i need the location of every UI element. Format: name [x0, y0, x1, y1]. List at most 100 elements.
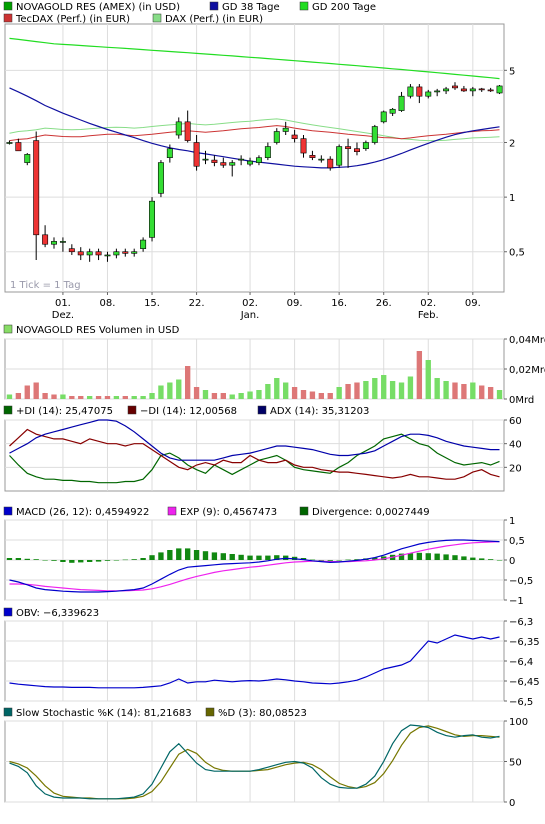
volume-bar-0 [6, 394, 13, 399]
candle-body-26 [238, 158, 245, 161]
legend-obv-0: OBV: −6,339623 [3, 607, 99, 619]
volume-bar-20 [184, 366, 191, 399]
divergence-bar-9 [86, 560, 93, 562]
legend-macd-2: Divergence: 0,0027449 [299, 506, 430, 518]
legend-dax-label: DAX (Perf.) (in EUR) [165, 14, 263, 25]
stoch-ytick-label-1: 50 [509, 758, 522, 769]
volume-bar-38 [345, 384, 351, 399]
volume-bar-10 [95, 396, 102, 399]
candle-body-29 [264, 146, 271, 158]
divergence-bar-11 [104, 560, 111, 561]
legend-tecdax-label: TecDAX (Perf.) (in EUR) [15, 14, 130, 25]
divergence-bar-2 [24, 558, 30, 560]
candle-body-25 [229, 162, 236, 166]
divergence-bar-13 [122, 559, 128, 561]
legend-stoch-0-swatch [3, 707, 13, 717]
volume-bar-51 [461, 384, 467, 399]
volume-bar-31 [283, 382, 289, 399]
divergence-bar-55 [496, 560, 503, 561]
divergence-bar-1 [15, 558, 22, 560]
stoch-k-line [9, 724, 500, 800]
xtick-label-8: 02. [420, 298, 436, 309]
divergence-bar-41 [372, 557, 378, 560]
candle-body-17 [157, 162, 164, 194]
legend-dmi-1-label: −DI (14): 12,00568 [140, 406, 237, 417]
volume-bar-49 [443, 381, 449, 399]
divergence-bar-50 [452, 555, 458, 560]
divergence-bar-34 [309, 559, 316, 561]
obv-ytick-label-1: −6,45 [509, 677, 540, 688]
legend-dmi-2-swatch [257, 405, 267, 415]
volume-bar-13 [122, 396, 128, 399]
volume-bar-18 [167, 382, 173, 399]
volume-bar-30 [274, 378, 280, 399]
tecdax-line [9, 125, 500, 142]
legend-stoch-0: Slow Stochastic %K (14): 81,21683 [3, 707, 192, 719]
gd200-line [9, 37, 500, 80]
candle-body-15 [140, 239, 147, 249]
candle-body-5 [51, 241, 57, 245]
volume-bar-23 [211, 393, 218, 399]
volume-bar-21 [193, 387, 200, 399]
divergence-bar-45 [407, 553, 414, 560]
macd-ytick-label-4: 1 [509, 516, 515, 527]
divergence-bar-30 [274, 555, 280, 560]
volume-bar-29 [265, 384, 271, 399]
legend-stoch-1: %D (3): 80,08523 [205, 707, 307, 719]
legend-dmi-1-swatch [127, 405, 137, 415]
candle-body-39 [353, 148, 360, 152]
legend-gd200: GD 200 Tage [299, 1, 376, 13]
candle-body-55 [496, 85, 503, 94]
divergence-bar-44 [398, 553, 405, 560]
stoch-ytick-label-2: 100 [509, 717, 528, 728]
volume-ytick-label-0: 0Mrd [509, 395, 534, 406]
price-ytick-label-3: 5 [509, 66, 515, 77]
candle-body-18 [166, 148, 173, 158]
volume-bar-1 [15, 393, 22, 399]
volume-bar-3 [33, 382, 39, 399]
candle-body-0 [6, 142, 13, 144]
volume-bar-28 [256, 390, 262, 399]
xtick-label-0: 01. [55, 298, 71, 309]
volume-bar-24 [220, 393, 226, 399]
volume-bar-32 [291, 387, 298, 399]
xtick-label-2: 15. [144, 298, 160, 309]
candle-body-46 [416, 86, 423, 97]
legend-macd-0: MACD (26, 12): 0,4594922 [3, 506, 149, 518]
divergence-bar-6 [60, 560, 66, 562]
xtick-label-7: 26. [376, 298, 392, 309]
divergence-bar-20 [184, 548, 191, 560]
volume-bar-54 [487, 387, 494, 399]
volume-bar-8 [78, 396, 84, 399]
adx-line [9, 419, 500, 461]
divergence-bar-37 [336, 560, 342, 561]
obv-ytick-label-4: −6,3 [509, 617, 533, 628]
candle-body-22 [202, 158, 209, 161]
volume-bar-55 [496, 390, 503, 399]
divergence-bar-35 [318, 560, 325, 561]
price-ytick-label-1: 1 [509, 193, 515, 204]
legend-stoch-1-label: %D (3): 80,08523 [218, 708, 307, 719]
volume-bar-52 [470, 382, 476, 399]
divergence-bar-49 [443, 554, 449, 560]
dmi-ytick-label-2: 60 [509, 416, 522, 427]
candle-body-32 [291, 134, 298, 139]
candle-body-8 [77, 251, 84, 256]
candle-body-24 [220, 162, 227, 166]
candle-body-41 [371, 126, 378, 143]
volume-bar-5 [51, 394, 57, 399]
candle-body-43 [389, 108, 396, 114]
legend-dmi-0-swatch [3, 405, 13, 415]
dmi-frame [4, 419, 505, 492]
legend-gd38: GD 38 Tage [209, 1, 280, 13]
volume-bar-43 [389, 381, 396, 399]
divergence-bar-46 [416, 552, 423, 560]
legend-macd-0-swatch [3, 506, 13, 516]
candle-body-13 [122, 251, 129, 254]
volume-bar-47 [425, 360, 431, 399]
candle-body-21 [193, 142, 200, 167]
candle-body-12 [113, 251, 120, 256]
candle-body-7 [68, 248, 75, 253]
volume-bar-35 [318, 393, 325, 399]
legend-volume-swatch [3, 324, 13, 334]
